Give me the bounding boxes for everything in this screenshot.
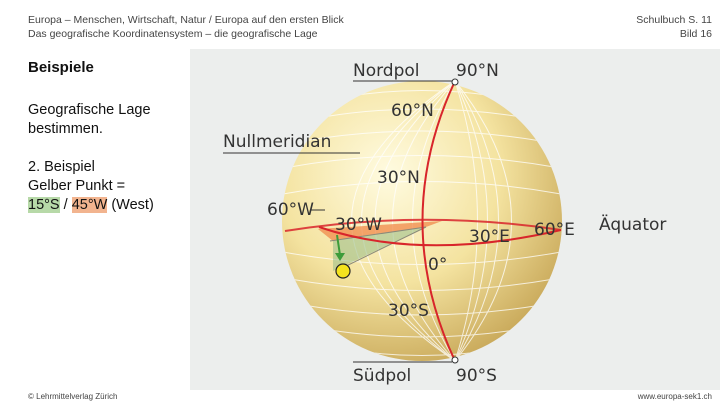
task-text: Geografische Lage bestimmen.	[28, 102, 151, 137]
example-text: Geografische Lage bestimmen. 2. Beispiel…	[28, 101, 198, 215]
header-subtitle: Das geografische Koordinatensystem – die…	[28, 28, 318, 40]
latitude-arrow	[336, 234, 341, 256]
angle-line-lon	[329, 226, 427, 242]
graticule	[282, 81, 562, 361]
prime-meridian	[421, 80, 456, 362]
equator-line	[318, 226, 562, 247]
label-30n: 30°N	[377, 168, 420, 188]
label-30w: 30°W	[335, 215, 382, 235]
label-aequator: Äquator	[599, 214, 666, 235]
label-60w: 60°W	[267, 200, 314, 220]
section-heading: Beispiele	[28, 59, 94, 76]
header-right: Schulbuch S. 11 Bild 16	[636, 13, 712, 41]
coordinate-separator: /	[59, 197, 72, 213]
header-title: Europa – Menschen, Wirtschaft, Natur / E…	[28, 14, 344, 26]
globe-diagram: Nordpol 90°N 60°N Nullmeridian 30°N 60°W…	[223, 61, 666, 386]
figure-reference: Bild 16	[679, 28, 712, 40]
north-pole-dot	[451, 78, 459, 86]
website-link[interactable]: www.europa-sek1.ch	[637, 392, 712, 401]
coordinate-line: 15°S / 45°W (West)	[28, 196, 198, 215]
label-30e: 30°E	[469, 227, 510, 247]
angle-line-lat	[339, 226, 427, 270]
arrow-head-icon	[335, 253, 345, 261]
label-90s: 90°S	[456, 366, 497, 386]
label-30s: 30°S	[388, 301, 429, 321]
longitude-value: 45°W	[71, 197, 108, 213]
label-nordpol: Nordpol	[353, 61, 420, 81]
book-reference: Schulbuch S. 11	[636, 14, 712, 26]
example-line: Gelber Punkt =	[28, 178, 126, 194]
yellow-point	[335, 263, 351, 279]
south-pole-dot	[451, 356, 459, 364]
latitude-value: 15°S	[28, 197, 60, 213]
label-60e: 60°E	[534, 220, 575, 240]
label-nullmeridian: Nullmeridian	[223, 132, 331, 152]
header-left: Europa – Menschen, Wirtschaft, Natur / E…	[28, 13, 344, 41]
publisher-credit: © Lehrmittelverlag Zürich	[28, 392, 118, 401]
label-60n: 60°N	[391, 101, 434, 121]
globe-figure: Nordpol 90°N 60°N Nullmeridian 30°N 60°W…	[190, 49, 720, 390]
label-suedpol: Südpol	[353, 366, 411, 386]
label-90n: 90°N	[456, 61, 499, 81]
coordinate-suffix: (West)	[107, 197, 154, 213]
label-0: 0°	[428, 255, 447, 275]
example-title: 2. Beispiel	[28, 159, 95, 175]
